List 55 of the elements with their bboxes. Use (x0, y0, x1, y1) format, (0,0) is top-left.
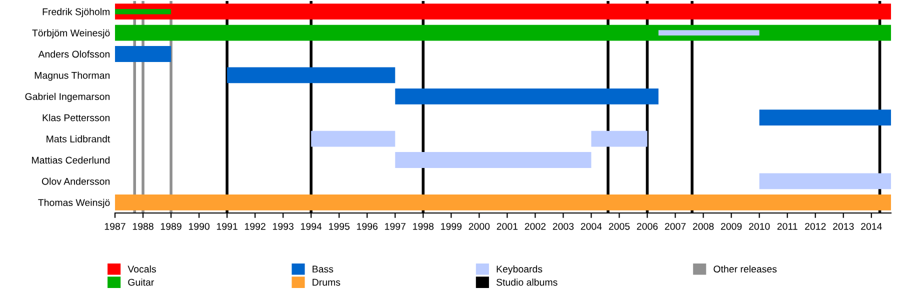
x-tick-label: 1991 (216, 222, 238, 230)
y-tick-label: Thomas Weinsjö (38, 198, 110, 208)
x-tick-label: 2005 (608, 222, 630, 230)
bar (115, 194, 891, 210)
legend-label: Guitar (128, 278, 154, 286)
x-tick-label: 1992 (245, 222, 266, 230)
x-tick-label: 2008 (692, 222, 714, 230)
x-tick-label: 1989 (160, 222, 182, 230)
legend-label: Drums (312, 278, 340, 286)
x-tick-label: 1994 (301, 222, 322, 230)
x-tick-label: 2013 (833, 222, 854, 230)
legend-label: Bass (312, 266, 334, 273)
x-tick-label: 2007 (664, 222, 686, 230)
x-tick-label: 2012 (805, 222, 826, 230)
x-tick-label: 2009 (720, 222, 742, 230)
x-tick-label: 1998 (413, 222, 434, 230)
bar (115, 4, 891, 20)
x-tick-label: 2014 (861, 222, 882, 230)
y-tick-label: Gabriel Ingemarson (25, 92, 110, 102)
y-tick-label: Mats Lidbrandt (46, 135, 110, 142)
x-tick-label: 1999 (441, 222, 462, 230)
x-tick-label: 2011 (777, 222, 798, 230)
y-tick-label: Fredrik Sjöholm (42, 8, 110, 18)
bar (759, 110, 891, 126)
x-tick-label: 2003 (552, 222, 574, 230)
y-tick-label: Olov Andersson (42, 178, 110, 185)
x-tick-label: 1988 (132, 222, 154, 230)
x-tick-label: 1987 (104, 222, 126, 230)
x-tick-label: 2010 (749, 222, 770, 230)
x-tick-label: 1997 (385, 222, 406, 230)
legend-label: Other releases (714, 265, 777, 273)
bar (311, 130, 396, 147)
x-tick-label: 1995 (329, 222, 350, 230)
y-tick-label: Magnus Thorman (34, 72, 110, 81)
y-tick-label: Anders Olofsson (38, 50, 110, 58)
x-tick-label: 2006 (636, 222, 658, 230)
bar (227, 67, 396, 84)
x-tick-label: 2004 (580, 222, 602, 230)
y-tick-label: Mattias Cederlund (32, 156, 110, 164)
legend-label: Studio albums (496, 278, 558, 286)
x-tick-label: 1990 (188, 222, 210, 230)
legend-label: Keyboards (496, 265, 542, 274)
bar (395, 88, 658, 104)
y-tick-label: Klas Pettersson (42, 114, 110, 122)
bar (759, 173, 891, 190)
x-tick-label: 2000 (468, 222, 490, 230)
x-tick-label: 2001 (496, 222, 518, 230)
legend-label: Vocals (128, 265, 156, 273)
x-tick-label: 1993 (273, 222, 294, 230)
bar (591, 130, 648, 147)
bar (115, 46, 172, 62)
x-tick-label: 2002 (524, 222, 546, 230)
y-tick-label: Törbjöm Weinesjö (32, 29, 110, 38)
bar (395, 152, 592, 168)
x-tick-label: 1996 (357, 222, 378, 230)
